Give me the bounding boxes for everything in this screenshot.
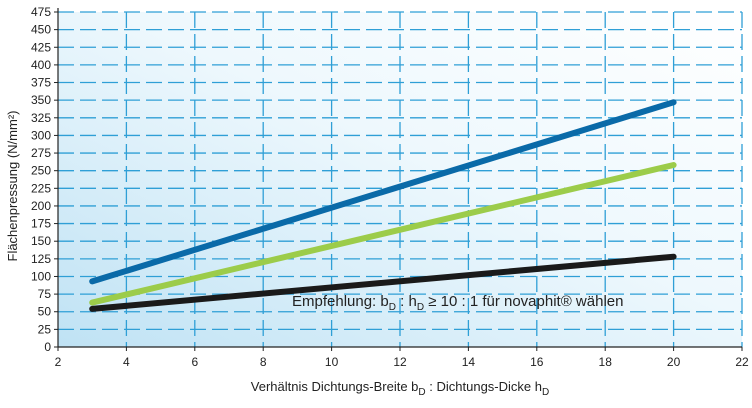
- series-line-3: [89, 253, 677, 312]
- y-tick-label: 100: [31, 269, 51, 283]
- y-axis-label: Flächenpressung (N/mm²): [5, 111, 20, 262]
- x-tick-label: 20: [667, 355, 681, 369]
- y-tick-label: 200: [31, 199, 51, 213]
- y-tick-label: 50: [38, 305, 52, 319]
- x-tick-label: 8: [260, 355, 267, 369]
- x-tick-label: 4: [123, 355, 130, 369]
- y-tick-label: 350: [31, 93, 51, 107]
- x-tick-label: 10: [325, 355, 339, 369]
- x-tick-label: 6: [191, 355, 198, 369]
- y-tick-label: 125: [31, 252, 51, 266]
- y-tick-label: 25: [38, 322, 52, 336]
- y-tick-label: 75: [38, 287, 52, 301]
- grid: [58, 11, 743, 347]
- y-tick-label: 150: [31, 234, 51, 248]
- x-tick-label: 2: [55, 355, 62, 369]
- y-tick-label: 300: [31, 128, 51, 142]
- y-tick-label: 275: [31, 146, 51, 160]
- y-tick-label: 425: [31, 40, 51, 54]
- y-tick-label: 475: [31, 5, 51, 19]
- x-tick-label: 14: [462, 355, 476, 369]
- y-tick-label: 250: [31, 164, 51, 178]
- y-tick-label: 225: [31, 181, 51, 195]
- y-tick-label: 175: [31, 217, 51, 231]
- tick-labels: 0 25 50 75 100 125 150 175 200 225 250 275 300 325 350…: [31, 5, 749, 369]
- x-tick-label: 12: [393, 355, 407, 369]
- x-tick-label: 16: [530, 355, 544, 369]
- y-tick-label: 325: [31, 111, 51, 125]
- x-axis-label: Verhältnis Dichtungs-Breite bD : Dichtun…: [251, 379, 549, 398]
- series: [89, 99, 677, 312]
- series-line-2: [89, 162, 677, 306]
- y-tick-label: 450: [31, 23, 51, 37]
- x-tick-label: 22: [735, 355, 749, 369]
- y-tick-label: 400: [31, 58, 51, 72]
- y-tick-label: 0: [44, 340, 51, 354]
- recommendation-annotation: Empfehlung: bD : hD ≥ 10 : 1 für novaphi…: [292, 293, 623, 313]
- series-line-1: [89, 99, 677, 285]
- x-tick-label: 18: [599, 355, 613, 369]
- y-tick-label: 375: [31, 76, 51, 90]
